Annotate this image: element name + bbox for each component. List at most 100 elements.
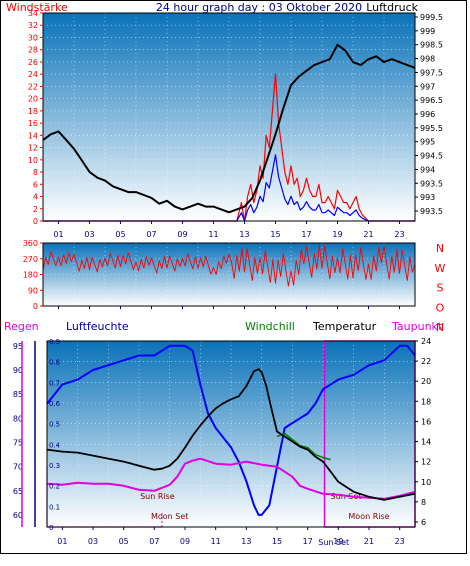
- moonset-annotation: Moon Set: [151, 512, 188, 521]
- regen-tick-label: 0.8: [49, 359, 60, 367]
- windstaerke-tick-label: 18: [28, 107, 38, 116]
- windstaerke-tick-label: 20: [28, 95, 38, 104]
- windstaerke-tick-label: 34: [28, 9, 38, 18]
- time-tick-label: 05: [119, 537, 129, 546]
- mid-panel-series: [42, 244, 416, 287]
- temperatur-tick-label: 14: [421, 438, 431, 447]
- windstaerke-tick-label: 10: [28, 156, 38, 165]
- luftdruck-tick-label: 999: [420, 27, 435, 36]
- luftfeuchte-tick-label: 85: [13, 390, 23, 399]
- top-panel-series: [42, 43, 416, 222]
- windstaerke-tick-label: 0: [33, 217, 38, 226]
- time-tick-label: 21: [363, 0, 373, 2]
- time-tick-label: 03: [84, 230, 94, 239]
- luftdruck-line: [42, 43, 416, 214]
- temperatur-tick-label: 10: [421, 478, 431, 487]
- temperatur-tick-label: 16: [421, 417, 431, 426]
- time-tick-label: 15: [272, 537, 282, 546]
- windstaerke-tick-label: 16: [28, 119, 38, 128]
- regen-tick-label: 0.5: [49, 421, 60, 429]
- time-tick-label: 19: [332, 0, 342, 2]
- luftdruck-tick-label: 993.5: [420, 207, 443, 216]
- luftfeuchte-tick-label: 90: [13, 366, 23, 375]
- windstaerke-tick-label: 4: [33, 193, 38, 202]
- time-tick-label: 11: [211, 537, 221, 546]
- luftdruck-tick-label: 993.5: [420, 179, 443, 188]
- time-tick-label: 05: [115, 0, 125, 2]
- time-tick-label: 01: [53, 230, 63, 239]
- luftdruck-tick-label: 996.5: [420, 96, 443, 105]
- time-tick-label: 03: [88, 537, 98, 546]
- windchill-line: [276, 432, 331, 461]
- windchill-label: Windchill: [245, 320, 295, 333]
- temperatur-tick-label: 6: [421, 518, 426, 527]
- moonrise-annotation: Moon Rise: [348, 512, 389, 521]
- luftdruck-tick-label: 994.5: [420, 152, 443, 161]
- windstaerke-tick-label: 8: [33, 168, 38, 177]
- regen-tick-label: 0.6: [49, 400, 61, 408]
- luftdruck-tick-label: 997: [420, 82, 435, 91]
- regen-tick-label: 0.7: [49, 379, 60, 387]
- top-panel-grid: [43, 13, 415, 221]
- regen-tick-label: 0.2: [49, 483, 60, 491]
- outer-frame: [0, 0, 467, 554]
- luftfeuchte-tick-label: 80: [13, 414, 23, 423]
- windstaerke-tick-label: 30: [28, 33, 38, 42]
- windrichtung-tick-label: 360: [23, 239, 38, 248]
- luftfeuchte-tick-label: 65: [13, 487, 23, 496]
- time-tick-label: 17: [301, 0, 311, 2]
- temperatur-tick-label: 12: [421, 458, 431, 467]
- time-tick-label: 07: [149, 537, 159, 546]
- windstaerke-tick-label: 22: [28, 82, 38, 91]
- luftdruck-label: Luftdruck: [366, 1, 418, 14]
- windstaerke-average-line: [43, 154, 415, 222]
- time-tick-label: 01: [53, 0, 63, 2]
- windstaerke-tick-label: 26: [28, 58, 38, 67]
- windstaerke-tick-label: 12: [28, 144, 38, 153]
- luftdruck-tick-label: 993: [420, 193, 435, 202]
- time-tick-label: 15: [270, 0, 280, 2]
- windrichtung-compass-letter: S: [437, 282, 444, 295]
- temperatur-tick-label: 22: [421, 357, 431, 366]
- temperatur-label: Temperatur: [312, 320, 377, 333]
- luftfeuchte-line: [46, 344, 416, 516]
- regen-tick-label: 0.9: [49, 338, 60, 346]
- sunset-time-annotation: Sun Set: [318, 538, 349, 547]
- luftfeuchte-label: Luftfeuchte: [66, 320, 129, 333]
- time-tick-label: 17: [301, 230, 311, 239]
- luftdruck-tick-label: 997.5: [420, 68, 443, 77]
- luftdruck-tick-label: 996: [420, 110, 435, 119]
- windrichtung-compass-letter: O: [436, 301, 445, 314]
- time-tick-label: 13: [241, 537, 251, 546]
- luftdruck-tick-label: 999.5: [420, 13, 443, 22]
- time-tick-label: 13: [239, 230, 249, 239]
- time-tick-label: 09: [177, 230, 187, 239]
- time-tick-label: 19: [332, 230, 342, 239]
- time-tick-label: 15: [270, 230, 280, 239]
- regen-tick-label: 0.3: [49, 462, 60, 470]
- top-panel-frame: [42, 12, 416, 222]
- windrichtung-line: [42, 244, 416, 287]
- time-tick-label: 19: [333, 537, 343, 546]
- bottom-panel-ticks: 0 0.1 0.2 0.3 0.4 0.5 0.6 0.7 0.8 0.9 60 65 70 75 80 85…: [13, 337, 431, 546]
- luftdruck-tick-label: 995.5: [420, 124, 443, 133]
- windrichtung-tick-label: 180: [23, 271, 38, 280]
- time-tick-label: 21: [363, 230, 373, 239]
- time-tick-label: 17: [303, 537, 313, 546]
- regen-label: Regen: [4, 320, 39, 333]
- taupunkt-line: [46, 457, 416, 500]
- temperatur-tick-label: 8: [421, 498, 426, 507]
- taupunkt-label: Taupunkt: [391, 320, 443, 333]
- time-tick-label: 05: [115, 230, 125, 239]
- windrichtung-tick-label: 90: [28, 286, 38, 295]
- time-tick-label: 07: [146, 0, 156, 2]
- mid-panel-grid: [43, 243, 415, 306]
- time-tick-label: 23: [395, 537, 405, 546]
- regen-tick-label: 0.4: [49, 441, 61, 449]
- luftdruck-tick-label: 998.5: [420, 41, 443, 50]
- windstaerke-tick-label: 24: [28, 70, 38, 79]
- windstaerke-label: Windstärke: [6, 1, 68, 14]
- bottom-panel-frame: [46, 340, 416, 528]
